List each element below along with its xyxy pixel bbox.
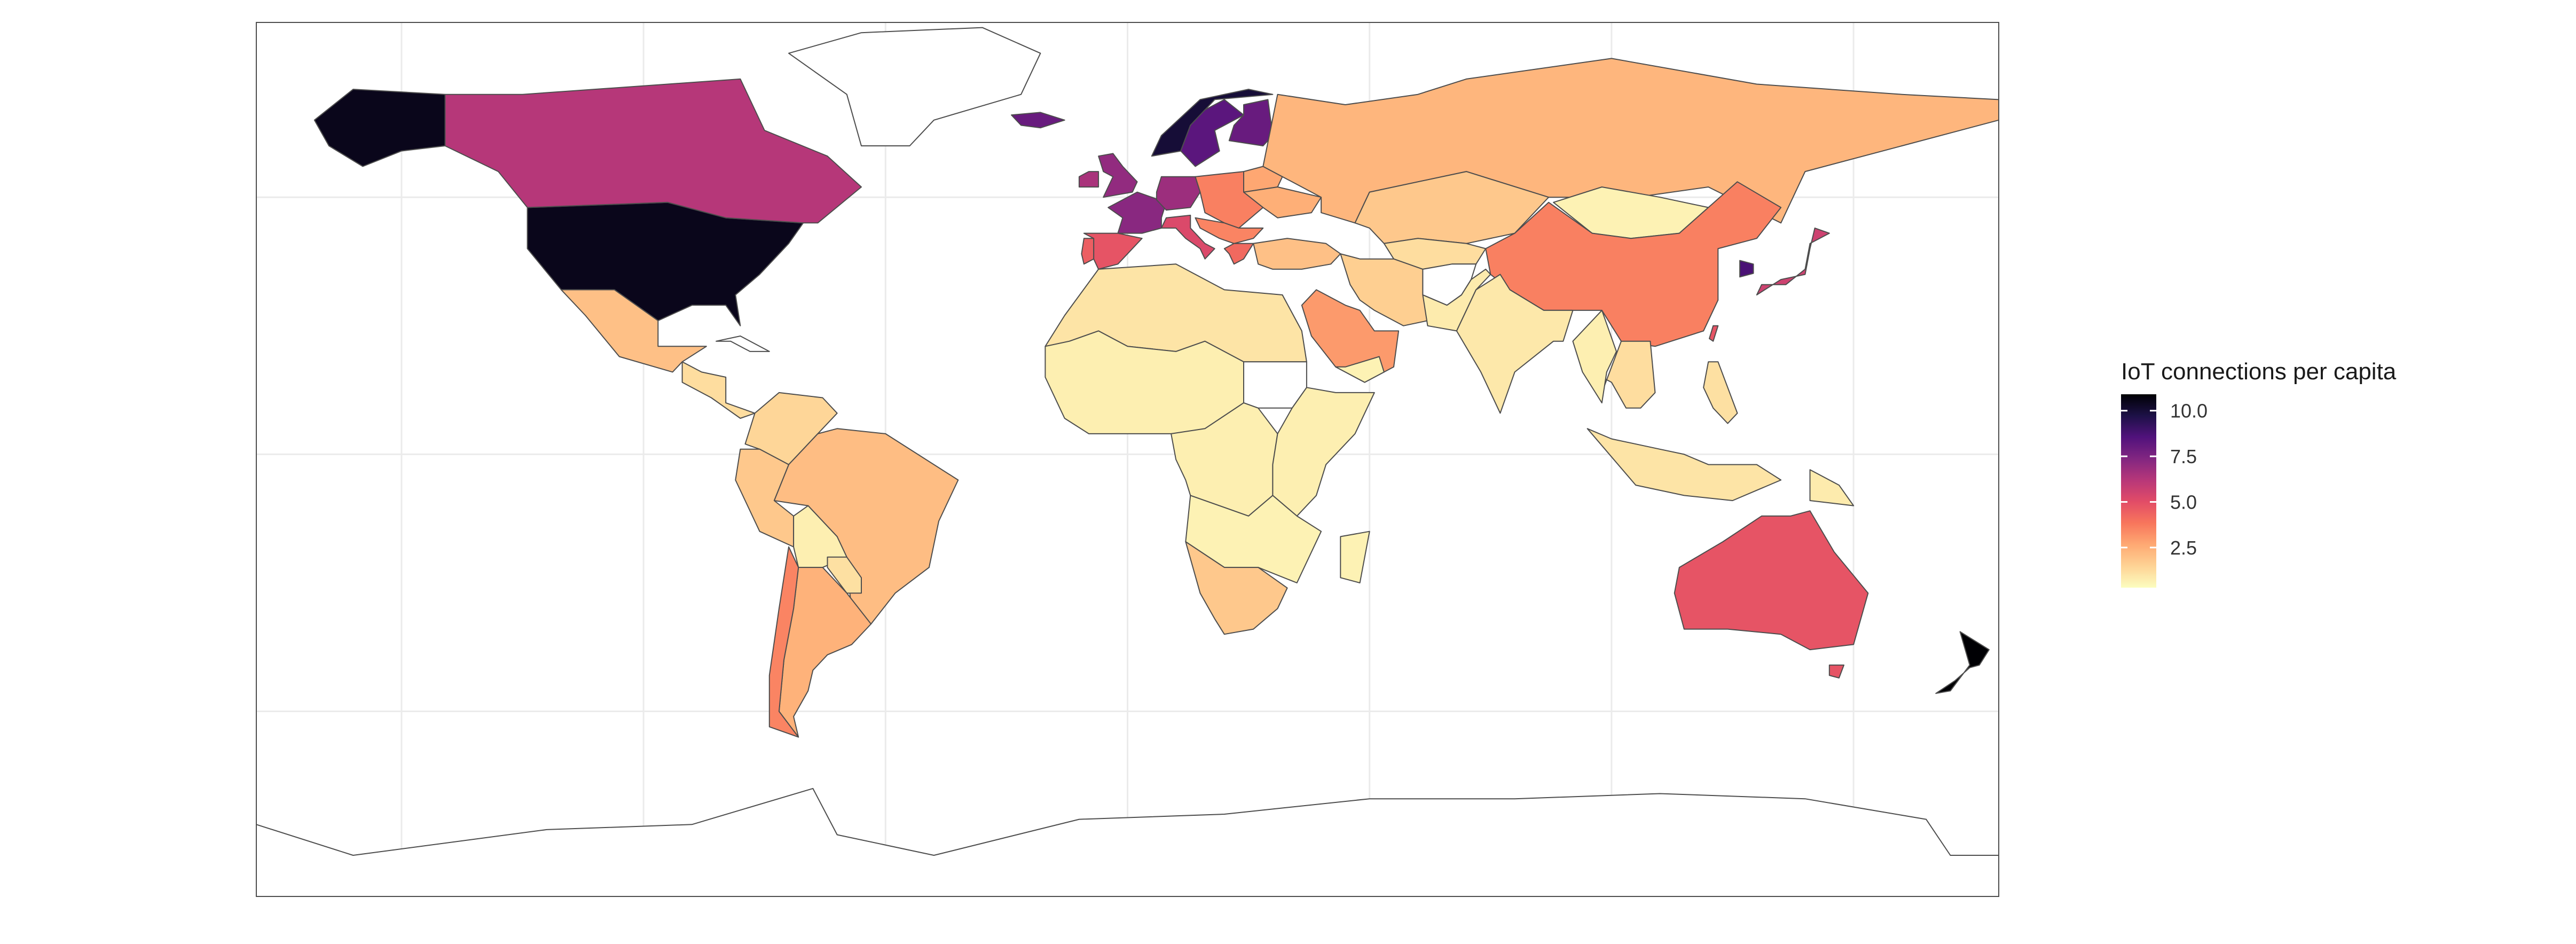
country-alaska-us [313,89,446,167]
country-tasmania-au [1828,664,1844,678]
country-greece [1223,243,1254,265]
legend-ticks: 10.0 7.5 5.0 2.5 [2121,400,2208,559]
legend-tick-label: 2.5 [2170,537,2197,559]
legend-title: IoT connections per capita [2121,358,2397,385]
country-italy [1160,214,1215,260]
country-west-africa [1044,330,1244,434]
country-indonesia [1587,428,1782,501]
legend-tick-label: 10.0 [2170,400,2208,422]
country-germany [1156,176,1201,211]
country-papua-new-guinea [1809,469,1855,506]
country-cuba [716,336,770,352]
country-taiwan [1709,325,1719,342]
country-mexico [561,289,707,373]
country-canada [444,78,862,224]
country-chile [768,546,799,738]
country-belarus [1243,166,1283,193]
country-turkey [1253,238,1341,270]
country-paraguay [827,556,862,594]
legend-colorbar [2121,394,2156,588]
country-greenland [788,27,1041,146]
country-pakistan [1422,268,1491,332]
legend-tick-label: 5.0 [2170,491,2197,513]
country-united-kingdom [1098,153,1138,198]
country-yemen [1335,356,1385,383]
country-new-zealand [1935,631,1990,694]
country-ireland [1078,171,1099,188]
country-russia [1262,58,1999,224]
country-finland [1228,99,1274,146]
map-frame [256,22,1999,897]
country-layer [256,27,1999,897]
country-india [1456,274,1574,414]
country-balkans [1195,217,1264,244]
country-south-africa [1185,541,1288,635]
country-kazakhstan [1354,171,1550,244]
legend-tick-label: 7.5 [2170,446,2197,467]
country-philippines [1703,361,1738,424]
country-madagascar [1340,530,1370,583]
country-japan [1756,227,1830,295]
country-australia [1674,510,1869,651]
country-south-korea [1739,260,1754,278]
country-iceland [1011,112,1065,129]
country-portugal [1081,238,1095,265]
legend: IoT connections per capita 10.0 7.5 5.0 2.5 [2121,358,2397,588]
country-ukraine [1243,186,1322,219]
country-east-africa [1272,387,1375,517]
country-myanmar [1572,309,1617,404]
